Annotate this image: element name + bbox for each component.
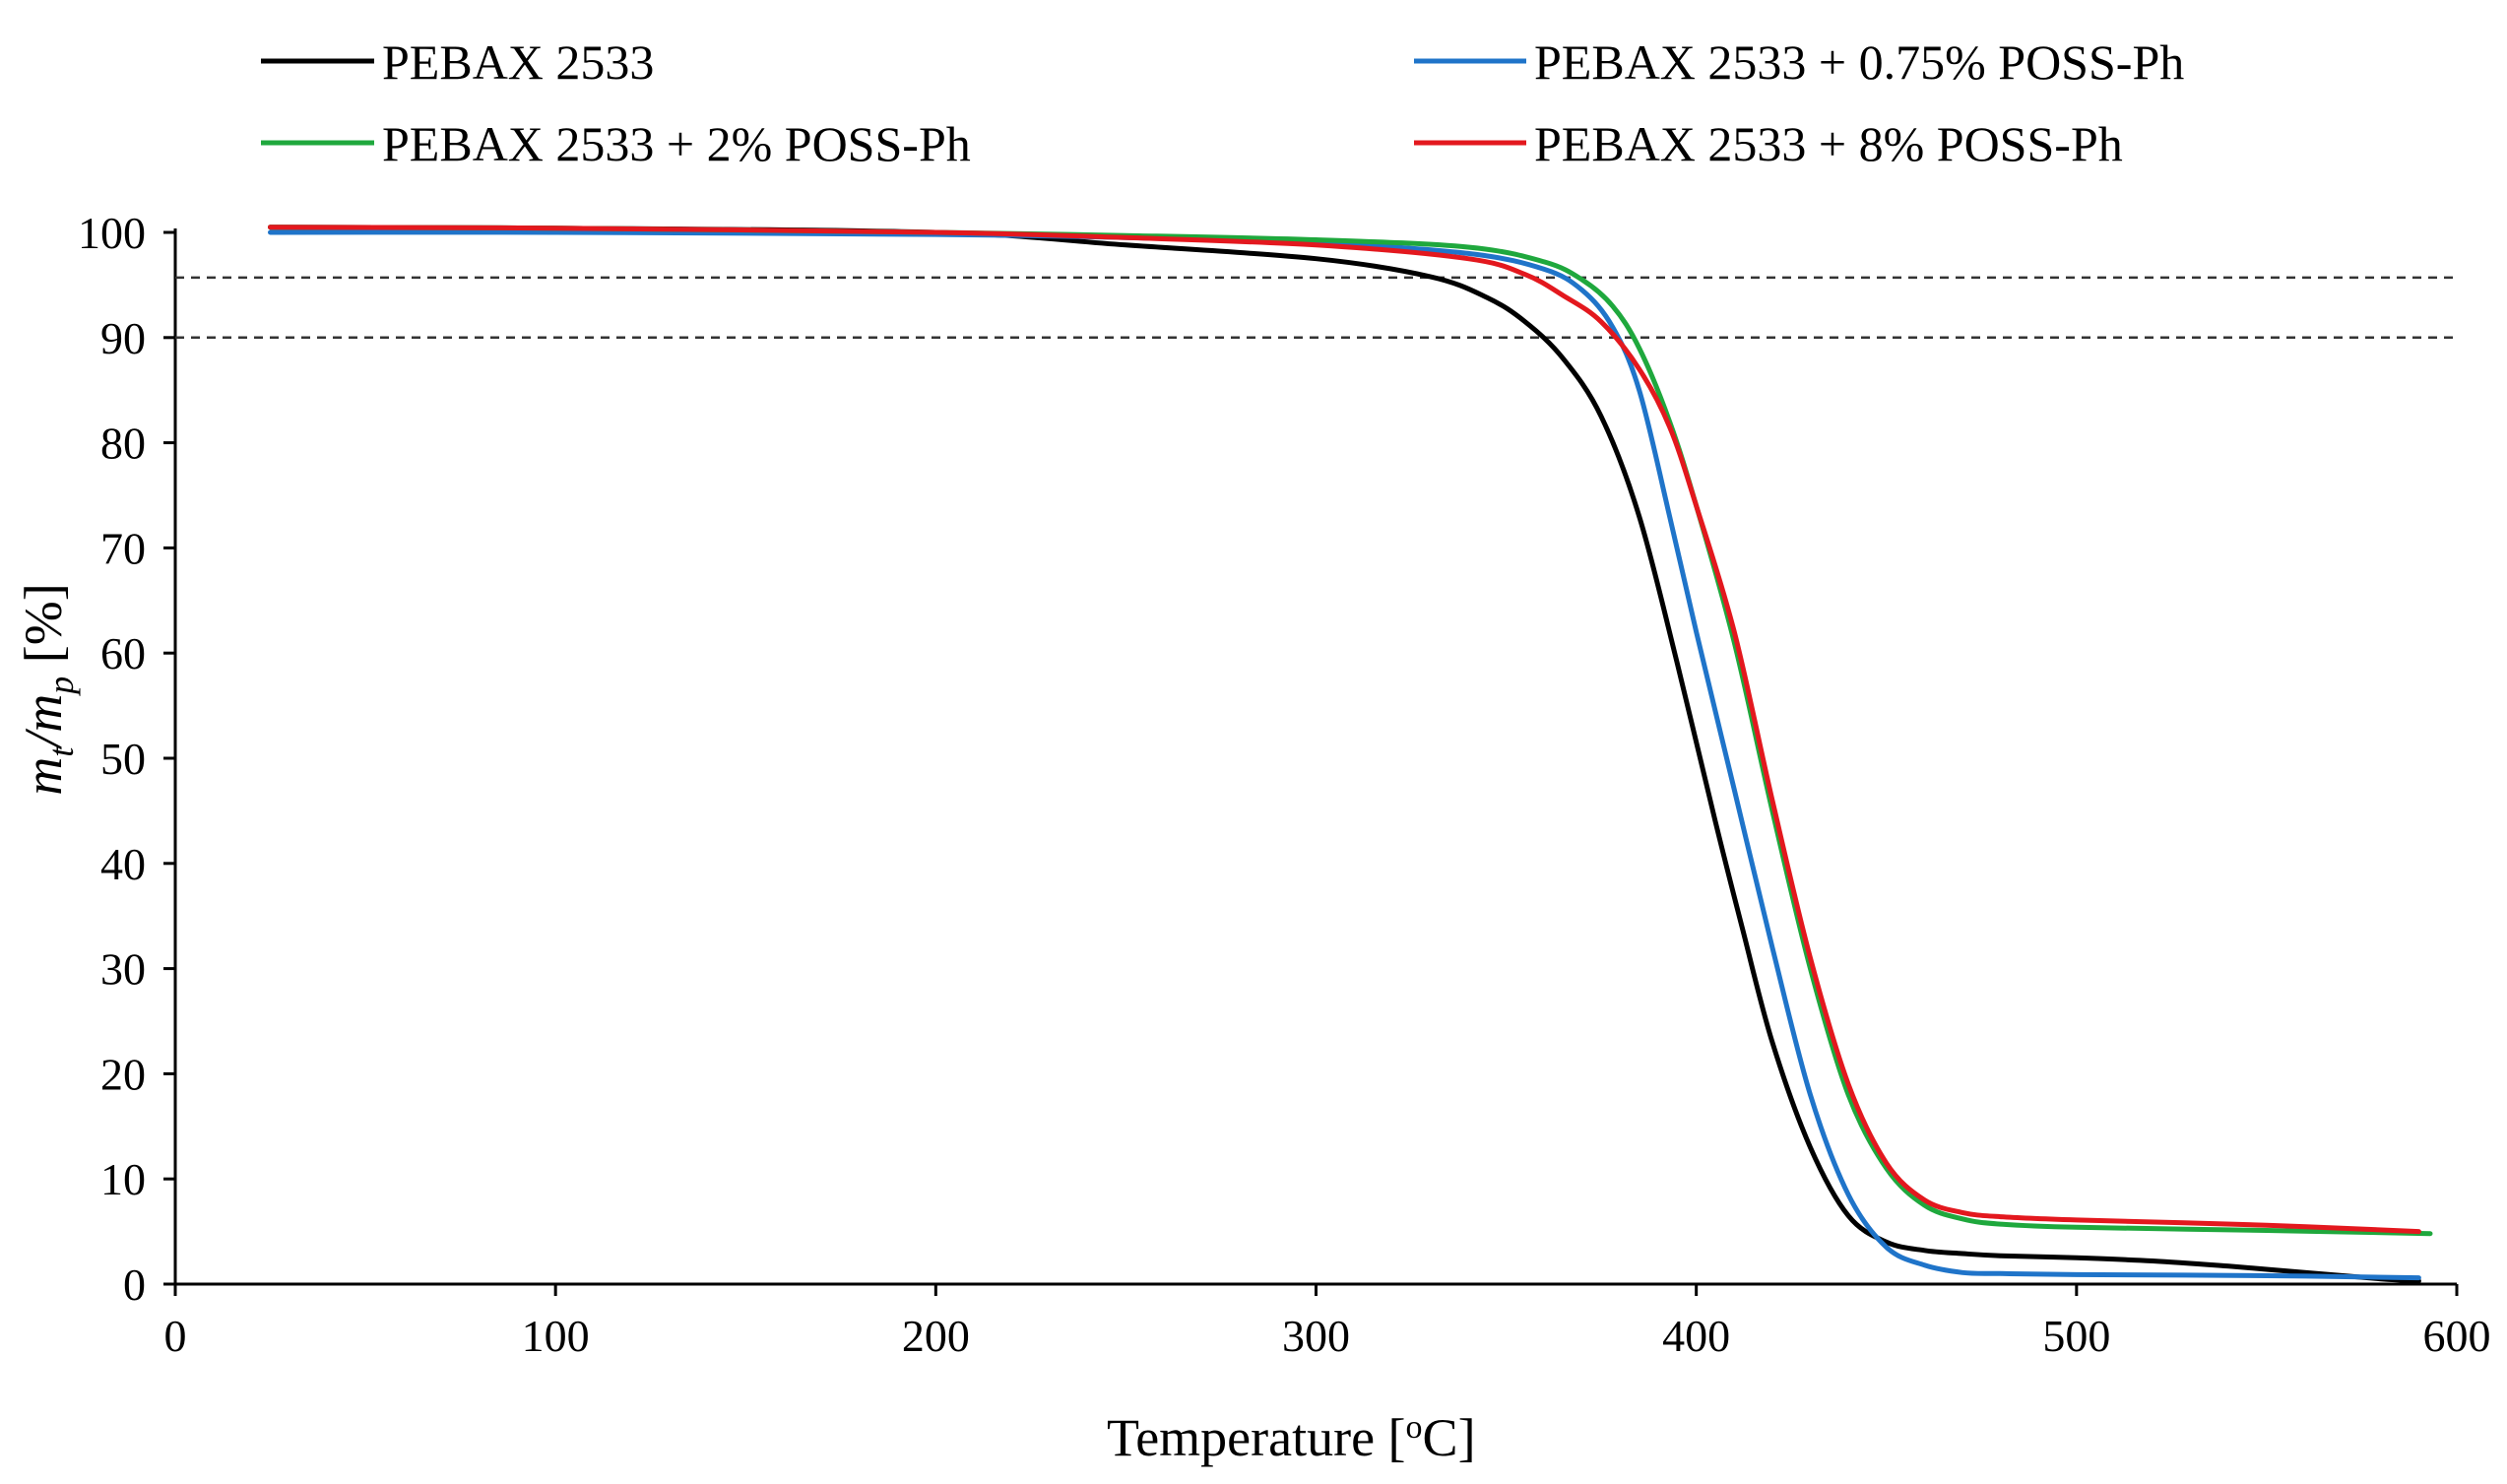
y-tick-label-80: 80 [100,419,146,469]
legend-item-pebax-8-poss: PEBAX 2533 + 8% POSS-Ph [1414,116,2123,171]
legend-item-pebax-2-poss: PEBAX 2533 + 2% POSS-Ph [261,116,971,171]
x-tick-label-400: 400 [1662,1311,1730,1361]
y-tick-label-20: 20 [100,1049,146,1099]
legend-item-pebax-2533: PEBAX 2533 [261,34,654,90]
x-axis-title-degree: o [1406,1409,1423,1446]
legend-label-pebax-2-poss: PEBAX 2533 + 2% POSS-Ph [382,116,971,171]
y-axis-title-sub1: t [41,746,81,757]
x-tick-label-600: 600 [2423,1311,2491,1361]
y-tick-label-40: 40 [100,839,146,889]
y-axis-title: mt/mp [%] [14,583,81,795]
y-axis-title-m1: m [14,757,73,796]
x-tick-label-100: 100 [522,1311,590,1361]
y-axis-ticks: 0 10 20 30 40 50 60 70 80 90 100 [78,208,175,1310]
y-tick-label-60: 60 [100,628,146,678]
y-axis-title-sub2: p [41,677,81,697]
series-line-pebax-8-poss [268,225,2421,1235]
y-axis-title-slash: / [14,728,73,750]
reference-lines [175,276,2457,340]
legend: PEBAX 2533 PEBAX 2533 + 0.75% POSS-Ph PE… [261,34,2184,171]
x-axis-title-main: Temperature [ [1107,1408,1406,1467]
x-tick-label-300: 300 [1282,1311,1350,1361]
legend-label-pebax-075-poss: PEBAX 2533 + 0.75% POSS-Ph [1534,34,2184,90]
y-tick-label-0: 0 [123,1259,146,1310]
series-line-pebax-2-poss [268,225,2433,1237]
y-tick-label-50: 50 [100,734,146,784]
x-tick-label-200: 200 [902,1311,970,1361]
y-tick-label-10: 10 [100,1154,146,1204]
y-axis-title-unit: [%] [14,583,73,676]
y-tick-label-90: 90 [100,313,146,363]
y-tick-label-100: 100 [78,208,146,258]
x-tick-label-0: 0 [164,1311,187,1361]
series-lines [268,225,2433,1284]
legend-item-pebax-075-poss: PEBAX 2533 + 0.75% POSS-Ph [1414,34,2184,90]
legend-label-pebax-8-poss: PEBAX 2533 + 8% POSS-Ph [1534,116,2123,171]
x-axis-ticks: 0 100 200 300 400 500 600 [164,1284,2491,1361]
series-line-pebax-2533 [268,225,2421,1284]
x-axis-title-end: C] [1423,1408,1476,1467]
legend-label-pebax-2533: PEBAX 2533 [382,34,654,90]
x-tick-label-500: 500 [2042,1311,2110,1361]
y-axis-title-m2: m [14,694,73,733]
y-tick-label-70: 70 [100,523,146,573]
y-tick-label-30: 30 [100,944,146,995]
x-axis-title: Temperature [oC] [1107,1408,1476,1467]
series-line-pebax-075-poss [268,229,2421,1281]
